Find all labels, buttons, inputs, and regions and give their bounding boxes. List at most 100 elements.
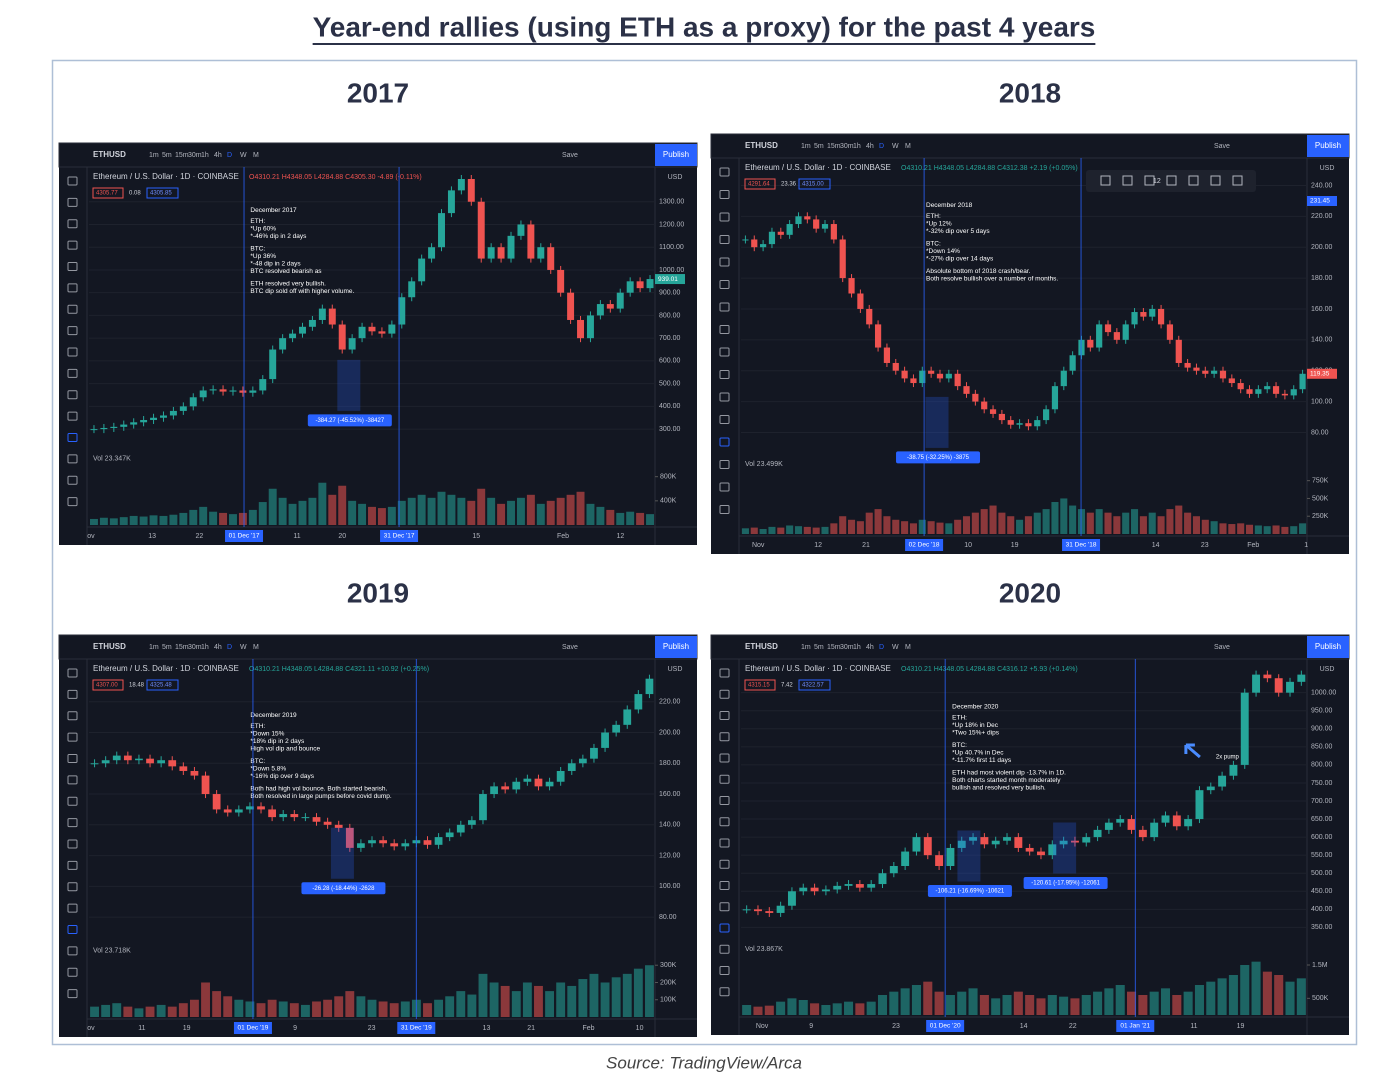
tool-icon[interactable] [719,881,730,890]
floating-tool[interactable] [1122,175,1133,186]
interval-button[interactable]: 1m [801,143,811,150]
floating-tool[interactable] [1188,175,1199,186]
tool-icon[interactable] [67,903,78,913]
interval-button[interactable]: 4h [214,152,222,159]
tool-icon[interactable] [67,262,78,271]
tool-icon[interactable] [67,967,78,977]
tool-icon[interactable] [719,774,730,784]
tool-icon[interactable] [719,347,730,357]
publish-button[interactable] [1307,636,1349,658]
tool-icon[interactable] [719,415,730,424]
tool-icon[interactable] [719,753,730,763]
tool-icon[interactable] [719,437,730,447]
interval-button[interactable]: 15m [827,143,841,150]
tool-icon[interactable] [719,944,730,954]
interval-button[interactable]: 5m [162,644,172,651]
tool-icon[interactable] [719,212,730,222]
interval-button[interactable]: D [879,143,884,150]
interval-button[interactable]: 30m [840,143,854,150]
tool-icon[interactable] [719,302,730,312]
tool-icon[interactable] [67,197,78,207]
interval-button[interactable]: 1m [801,644,811,651]
tool-icon[interactable] [67,989,78,999]
interval-button[interactable]: 30m [188,644,202,651]
tool-icon[interactable] [719,482,730,492]
tool-icon[interactable] [719,325,730,334]
tool-icon[interactable] [719,190,730,199]
tool-icon[interactable] [67,754,78,763]
interval-button[interactable]: W [892,644,899,651]
interval-button[interactable]: 30m [188,152,202,159]
tool-icon[interactable] [719,167,730,177]
interval-button[interactable]: 4h [214,644,222,651]
tool-icon[interactable] [719,902,730,912]
tool-icon[interactable] [719,711,730,720]
interval-button[interactable]: W [240,644,247,651]
interval-button[interactable]: 4h [866,644,874,651]
tool-icon[interactable] [719,838,730,848]
save-button[interactable]: Save [1214,143,1230,150]
interval-button[interactable]: D [879,644,884,651]
interval-button[interactable]: 15m [827,644,841,651]
floating-tool[interactable] [1100,175,1111,186]
publish-button[interactable] [1307,135,1349,157]
tool-icon[interactable] [67,240,78,250]
tool-icon[interactable] [67,732,78,742]
interval-button[interactable]: W [240,152,247,159]
interval-button[interactable]: 15m [175,152,189,159]
publish-button[interactable] [655,144,697,166]
tool-icon[interactable] [719,460,730,469]
interval-button[interactable]: 4h [866,143,874,150]
floating-tool[interactable] [1232,175,1243,186]
tool-icon[interactable] [719,235,730,244]
interval-button[interactable]: 15m [175,644,189,651]
tool-icon[interactable] [67,946,78,956]
tool-icon[interactable] [67,454,78,464]
floating-tool[interactable] [1144,175,1155,186]
tool-icon[interactable] [67,796,78,806]
save-button[interactable]: Save [562,152,578,159]
tool-icon[interactable] [67,219,78,229]
interval-button[interactable]: M [253,152,259,159]
tool-icon[interactable] [67,839,78,849]
tool-icon[interactable] [719,987,730,997]
interval-button[interactable]: D [227,644,232,651]
save-button[interactable]: Save [1214,644,1230,651]
tool-icon[interactable] [67,711,78,721]
interval-button[interactable]: 1h [201,644,209,651]
tool-icon[interactable] [719,392,730,402]
tool-icon[interactable] [67,433,78,442]
tool-icon[interactable] [719,966,730,975]
interval-button[interactable]: W [892,143,899,150]
interval-button[interactable]: 5m [814,644,824,651]
tool-icon[interactable] [67,304,78,314]
interval-button[interactable]: 5m [814,143,824,150]
tool-icon[interactable] [67,347,78,357]
tool-icon[interactable] [719,370,730,379]
tool-icon[interactable] [67,176,78,186]
tool-icon[interactable] [67,882,78,892]
interval-button[interactable]: 30m [840,644,854,651]
interval-button[interactable]: 1m [149,644,159,651]
floating-tool[interactable] [1166,175,1177,186]
interval-button[interactable]: 5m [162,152,172,159]
tool-icon[interactable] [67,368,78,378]
interval-button[interactable]: M [905,644,911,651]
tool-icon[interactable] [719,505,730,514]
tool-icon[interactable] [719,732,730,742]
tool-icon[interactable] [67,668,78,678]
tool-icon[interactable] [67,497,78,507]
publish-button[interactable] [655,636,697,658]
tool-icon[interactable] [719,280,730,289]
tool-icon[interactable] [719,817,730,827]
tool-icon[interactable] [67,925,78,934]
interval-button[interactable]: 1h [853,644,861,651]
interval-button[interactable]: M [253,644,259,651]
interval-button[interactable]: 1h [201,152,209,159]
tool-icon[interactable] [67,775,78,785]
tool-icon[interactable] [719,668,730,678]
interval-button[interactable]: 1h [853,143,861,150]
interval-button[interactable]: 1m [149,152,159,159]
tool-icon[interactable] [67,326,78,336]
tool-icon[interactable] [719,923,730,933]
